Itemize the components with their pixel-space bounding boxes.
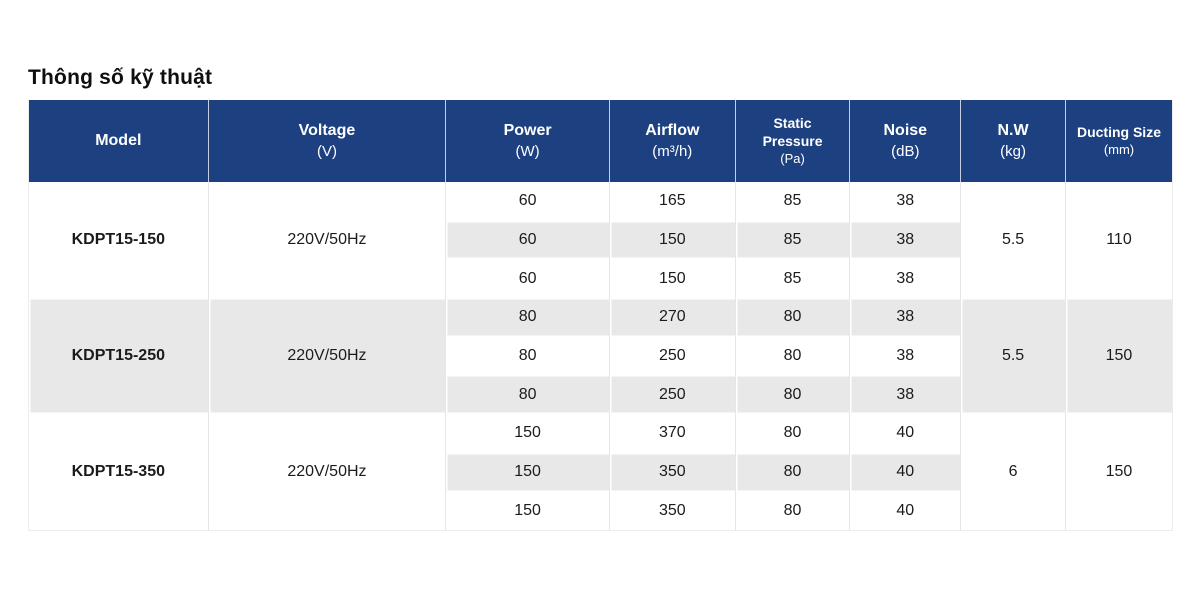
power-cell: 150 — [445, 452, 609, 492]
noise-cell: 38 — [849, 298, 961, 337]
noise-cell: 38 — [849, 220, 961, 260]
table-header-row: Model Voltage (V) Power (W) Airflow (m³/h) Stat… — [29, 100, 1172, 182]
static-pressure-cell: 80 — [734, 336, 850, 376]
noise-cell: 38 — [849, 182, 961, 221]
table-row: 60 150 85 38 — [29, 259, 1172, 299]
column-header-n-w: N.W (kg) — [960, 100, 1065, 182]
model-cell: KDPT15-350 — [29, 414, 208, 531]
net-weight-cell: 5.5 — [960, 182, 1065, 299]
static-pressure-cell: 80 — [734, 452, 850, 492]
airflow-cell: 150 — [608, 220, 735, 260]
power-cell: 60 — [445, 220, 609, 260]
static-pressure-cell: 80 — [734, 414, 850, 453]
power-cell: 60 — [445, 259, 609, 299]
column-label: Power — [503, 122, 552, 139]
column-unit: (mm) — [1103, 142, 1135, 158]
noise-cell: 38 — [849, 259, 961, 299]
power-cell: 80 — [445, 375, 609, 415]
net-weight-cell: 6 — [960, 414, 1065, 531]
power-cell: 80 — [445, 298, 609, 337]
table-row: KDPT15-150 220V/50Hz 60 165 85 38 5.5 110 — [29, 182, 1172, 299]
table-row: 80 250 80 38 — [29, 375, 1172, 415]
table-row: 150 350 80 40 — [29, 491, 1172, 531]
column-label: Airflow — [645, 122, 700, 139]
voltage-cell: 220V/50Hz — [207, 414, 446, 531]
table-body: KDPT15-150 220V/50Hz 60 165 85 38 5.5 110 60 150 8… — [29, 182, 1172, 531]
column-header-ducting-size: Ducting Size (mm) — [1064, 100, 1172, 182]
power-cell: 150 — [445, 414, 609, 453]
column-unit: (m³/h) — [652, 143, 693, 160]
ducting-size-cell: 110 — [1064, 182, 1172, 299]
model-cell: KDPT15-250 — [29, 298, 208, 415]
column-header-static-pressure: Static Pressure (Pa) — [734, 100, 850, 182]
noise-cell: 40 — [849, 452, 961, 492]
spec-table-frame: Model Voltage (V) Power (W) Airflow (m³/h) Stat… — [28, 100, 1173, 532]
noise-cell: 38 — [849, 375, 961, 415]
static-pressure-cell: 85 — [734, 220, 850, 260]
power-cell: 150 — [445, 491, 609, 531]
page: Thông số kỹ thuật Model Voltage (V) Power (W… — [28, 66, 1173, 532]
table-row: 80 250 80 38 — [29, 336, 1172, 376]
ducting-size-cell: 150 — [1064, 414, 1172, 531]
table-row: KDPT15-250 220V/50Hz 80 270 80 38 5.5 150 — [29, 298, 1172, 415]
column-label: Static Pressure — [762, 115, 823, 149]
noise-cell: 40 — [849, 414, 961, 453]
column-label: N.W — [997, 122, 1029, 139]
voltage-cell: 220V/50Hz — [207, 298, 446, 415]
airflow-cell: 270 — [608, 298, 735, 337]
airflow-cell: 350 — [608, 491, 735, 531]
column-unit: (kg) — [1000, 143, 1026, 160]
column-header-model: Model — [29, 100, 208, 182]
airflow-cell: 350 — [608, 452, 735, 492]
column-label: Voltage — [298, 122, 356, 139]
table-row: 60 150 85 38 — [29, 220, 1172, 260]
column-unit: (dB) — [891, 143, 920, 160]
column-header-airflow: Airflow (m³/h) — [608, 100, 735, 182]
noise-cell: 40 — [849, 491, 961, 531]
table-header: Model Voltage (V) Power (W) Airflow (m³/h) Stat… — [29, 100, 1172, 182]
column-header-noise: Noise (dB) — [849, 100, 961, 182]
spec-table: Model Voltage (V) Power (W) Airflow (m³/h) Stat… — [29, 100, 1172, 531]
net-weight-cell: 5.5 — [960, 298, 1065, 415]
noise-cell: 38 — [849, 336, 961, 376]
static-pressure-cell: 80 — [734, 375, 850, 415]
airflow-cell: 150 — [608, 259, 735, 299]
column-header-power: Power (W) — [445, 100, 609, 182]
airflow-cell: 370 — [608, 414, 735, 453]
column-label: Noise — [883, 122, 928, 139]
static-pressure-cell: 80 — [734, 491, 850, 531]
column-unit: (W) — [515, 143, 540, 160]
column-unit: (V) — [316, 143, 337, 160]
voltage-cell: 220V/50Hz — [207, 182, 446, 299]
static-pressure-cell: 80 — [734, 298, 850, 337]
table-row: KDPT15-350 220V/50Hz 150 370 80 40 6 150 — [29, 414, 1172, 531]
column-label: Ducting Size — [1076, 123, 1161, 140]
static-pressure-cell: 85 — [734, 182, 850, 221]
page-title: Thông số kỹ thuật — [28, 66, 213, 89]
ducting-size-cell: 150 — [1064, 298, 1172, 415]
column-label: Model — [95, 132, 142, 149]
static-pressure-cell: 85 — [734, 259, 850, 299]
column-header-voltage: Voltage (V) — [207, 100, 446, 182]
model-cell: KDPT15-150 — [29, 182, 208, 299]
table-row: 150 350 80 40 — [29, 452, 1172, 492]
airflow-cell: 250 — [608, 375, 735, 415]
power-cell: 60 — [445, 182, 609, 221]
power-cell: 80 — [445, 336, 609, 376]
airflow-cell: 165 — [608, 182, 735, 221]
airflow-cell: 250 — [608, 336, 735, 376]
column-unit: (Pa) — [780, 151, 805, 167]
